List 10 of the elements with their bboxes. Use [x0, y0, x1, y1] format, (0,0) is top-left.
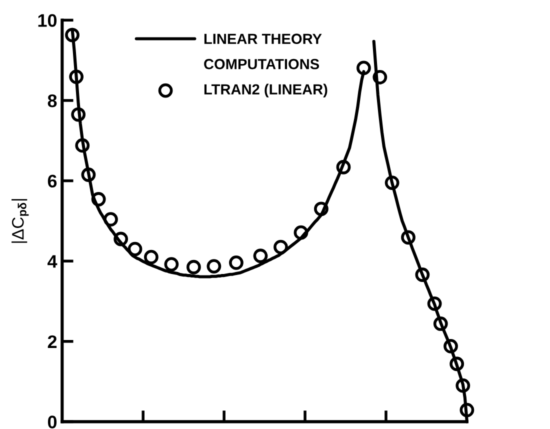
y-tick-label: 8: [48, 94, 57, 108]
y-tick-label: 0: [48, 416, 57, 428]
y-tick-label: 2: [48, 335, 57, 348]
legend-label: LINEAR THEORY: [204, 34, 322, 44]
y-tick-label: 6: [48, 174, 57, 188]
y-tick-label: 10: [38, 14, 57, 27]
y-axis-title: |ΔC$_{pδ}$|: [12, 199, 29, 243]
y-tick-label: 4: [48, 255, 58, 268]
annotation: COMPUTATIONS: [204, 58, 320, 70]
legend-label: LTRAN2 (LINEAR): [204, 84, 328, 98]
